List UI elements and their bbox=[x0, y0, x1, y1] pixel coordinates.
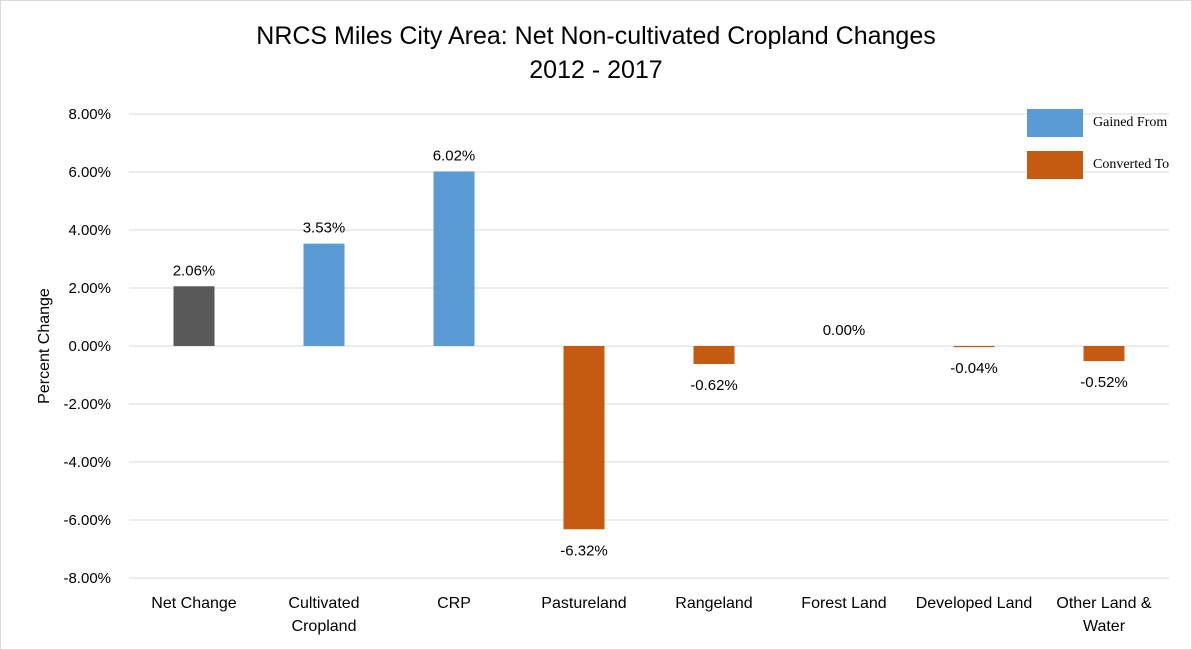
data-label: 3.53% bbox=[303, 220, 346, 237]
data-label: 2.06% bbox=[173, 262, 216, 279]
bar bbox=[693, 346, 735, 364]
category-labels: Net Change Cultivated Cropland CRP Pasturela… bbox=[151, 595, 1152, 635]
bar bbox=[433, 171, 475, 346]
y-tick-label: -2.00% bbox=[63, 396, 111, 413]
category-label: Other Land & Water bbox=[1056, 595, 1152, 635]
bar bbox=[1083, 346, 1125, 362]
bar bbox=[953, 346, 995, 348]
bar bbox=[173, 286, 215, 346]
data-labels: 2.06% 3.53% 6.02% -6.32% -0.62% 0.00% -0.04% -0… bbox=[173, 147, 1128, 559]
category-label: Cultivated Cropland bbox=[288, 595, 359, 635]
legend-swatch-converted bbox=[1027, 151, 1083, 179]
data-label: -0.62% bbox=[690, 377, 738, 394]
legend-label-converted: Converted To bbox=[1093, 157, 1170, 172]
y-tick-label: -8.00% bbox=[63, 570, 111, 587]
y-tick-label: 2.00% bbox=[68, 280, 111, 297]
legend-item-converted: Converted To bbox=[1027, 151, 1187, 193]
chart-title-block: NRCS Miles City Area: Net Non-cultivated… bbox=[1, 19, 1191, 87]
bars bbox=[173, 171, 1125, 530]
data-label: 0.00% bbox=[823, 322, 866, 339]
data-label: 6.02% bbox=[433, 147, 476, 164]
y-axis-title: Percent Change bbox=[36, 288, 53, 404]
chart-subtitle: 2012 - 2017 bbox=[529, 56, 663, 84]
y-tick-label: -4.00% bbox=[63, 454, 111, 471]
y-tick-label: 6.00% bbox=[68, 164, 111, 181]
category-label: CRP bbox=[437, 595, 471, 612]
chart-title: NRCS Miles City Area: Net Non-cultivated… bbox=[256, 22, 936, 50]
category-label: Pastureland bbox=[541, 595, 626, 612]
y-tick-label: 0.00% bbox=[68, 338, 111, 355]
y-tick-label: 8.00% bbox=[68, 106, 111, 123]
legend-item-gained: Gained From bbox=[1027, 109, 1187, 151]
bar bbox=[563, 346, 605, 530]
y-tick-label: 4.00% bbox=[68, 222, 111, 239]
legend: Gained From Converted To bbox=[1027, 109, 1187, 193]
y-tick-label: -6.00% bbox=[63, 512, 111, 529]
y-tick-labels: 8.00% 6.00% 4.00% 2.00% 0.00% -2.00% -4.00% -6.… bbox=[63, 106, 111, 587]
bar bbox=[303, 243, 345, 346]
legend-label-gained: Gained From bbox=[1093, 115, 1168, 130]
data-label: -0.04% bbox=[950, 360, 998, 377]
gridlines bbox=[129, 113, 1169, 579]
category-label: Net Change bbox=[151, 595, 236, 612]
data-label: -0.52% bbox=[1080, 374, 1128, 391]
legend-swatch-gained bbox=[1027, 109, 1083, 137]
category-label: Developed Land bbox=[916, 595, 1033, 612]
data-label: -6.32% bbox=[560, 542, 608, 559]
category-label: Rangeland bbox=[675, 595, 752, 612]
category-label: Forest Land bbox=[801, 595, 886, 612]
